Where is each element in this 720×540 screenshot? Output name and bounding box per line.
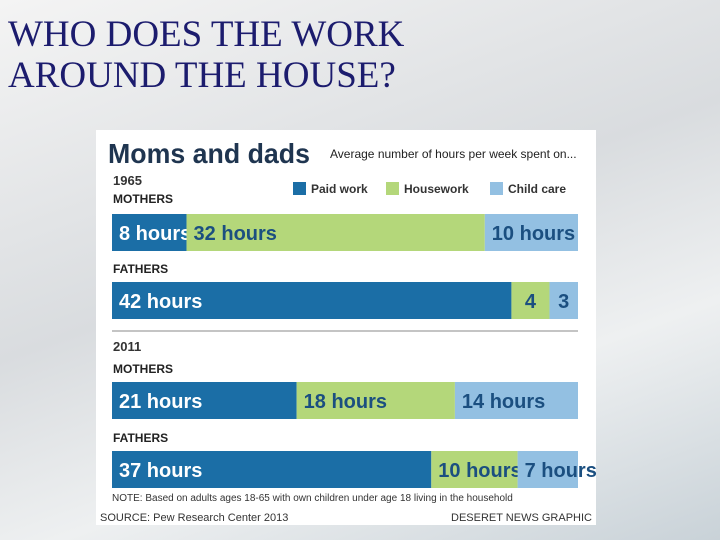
legend-swatch bbox=[293, 182, 306, 195]
bar-segment bbox=[296, 382, 455, 419]
value-label: 10 hours bbox=[438, 460, 521, 482]
legend-swatch bbox=[386, 182, 399, 195]
legend-label: Paid work bbox=[311, 182, 368, 196]
bar-segment bbox=[454, 382, 578, 419]
value-label: 7 hours bbox=[525, 460, 597, 482]
title-line: WHO DOES THE WORK bbox=[8, 14, 405, 55]
bar-segment bbox=[112, 214, 187, 251]
note: NOTE: Based on adults ages 18-65 with ow… bbox=[112, 493, 513, 504]
value-label: 3 bbox=[558, 291, 569, 313]
bar-segment bbox=[186, 214, 485, 251]
legend-label: Child care bbox=[508, 182, 566, 196]
legend-label: Housework bbox=[404, 182, 469, 196]
category-label: FATHERS bbox=[113, 262, 168, 276]
category-label: MOTHERS bbox=[113, 362, 173, 376]
source: SOURCE: Pew Research Center 2013 bbox=[100, 512, 288, 524]
bar-segment bbox=[549, 282, 578, 319]
chart-subtitle: Average number of hours per week spent o… bbox=[330, 147, 577, 161]
value-label: 32 hours bbox=[194, 223, 277, 245]
bar-segment bbox=[112, 382, 297, 419]
bar-segment bbox=[431, 451, 518, 488]
value-label: 4 bbox=[525, 291, 537, 313]
value-label: 14 hours bbox=[462, 391, 545, 413]
bar-segment bbox=[112, 451, 432, 488]
value-label: 21 hours bbox=[119, 391, 202, 413]
group-label: 2011 bbox=[113, 339, 141, 354]
chart-title: Moms and dads bbox=[108, 138, 310, 169]
slide-title: WHO DOES THE WORK AROUND THE HOUSE? bbox=[8, 14, 404, 96]
category-label: FATHERS bbox=[113, 431, 168, 445]
group-label: 1965 bbox=[113, 173, 142, 188]
title-line: AROUND THE HOUSE? bbox=[8, 55, 396, 96]
credit: DESERET NEWS GRAPHIC bbox=[451, 512, 592, 524]
bar-segment bbox=[112, 282, 512, 319]
category-label: MOTHERS bbox=[113, 192, 173, 206]
bar-segment bbox=[511, 282, 550, 319]
legend-swatch bbox=[490, 182, 503, 195]
bar-segment bbox=[517, 451, 578, 488]
value-label: 42 hours bbox=[119, 291, 202, 313]
value-label: 18 hours bbox=[304, 391, 387, 413]
bar-segment bbox=[484, 214, 578, 251]
value-label: 8 hours bbox=[119, 223, 191, 245]
value-label: 10 hours bbox=[492, 223, 575, 245]
value-label: 37 hours bbox=[119, 460, 202, 482]
